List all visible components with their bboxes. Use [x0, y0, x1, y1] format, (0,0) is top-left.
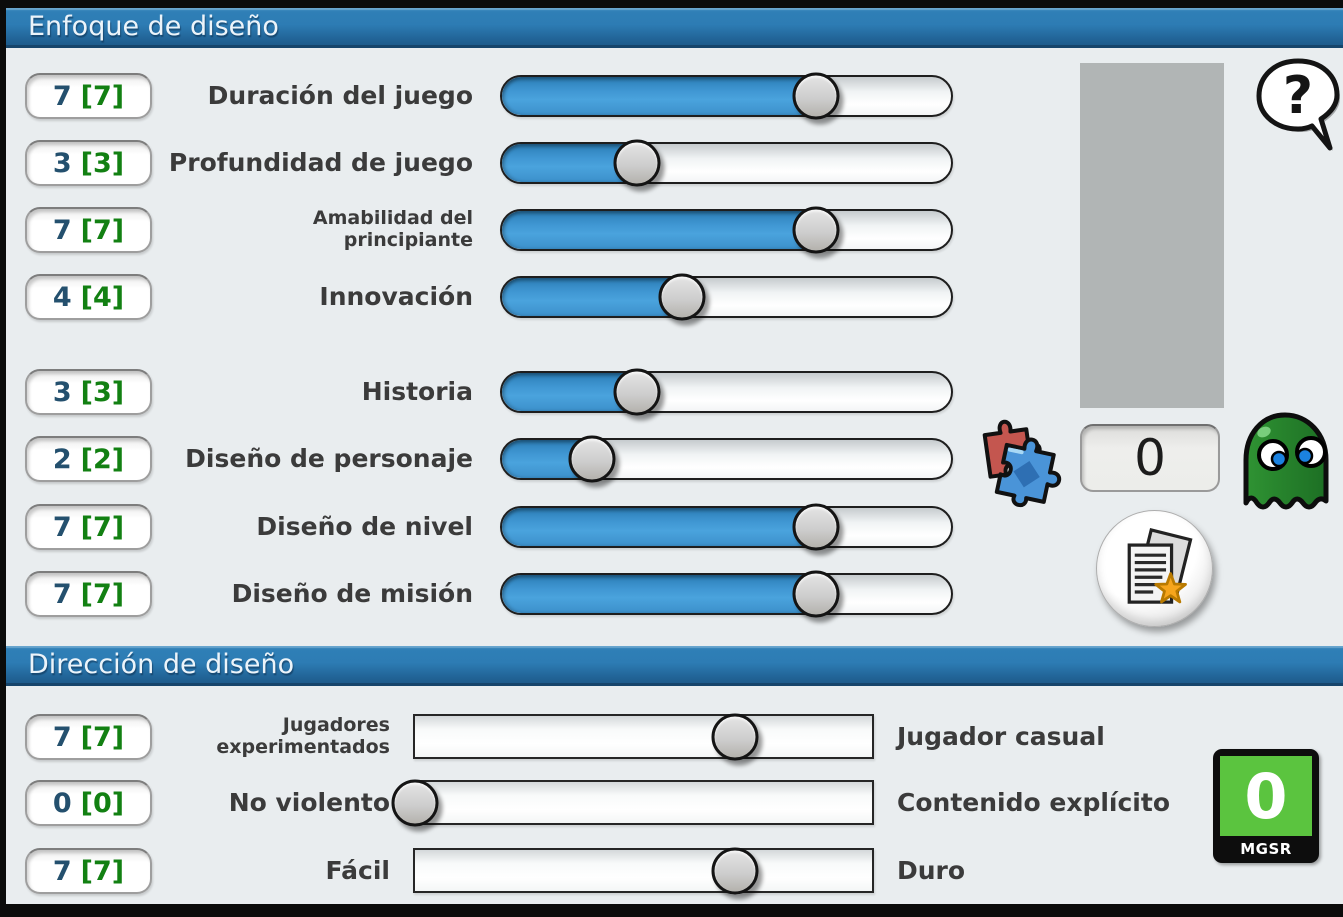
slider-duracion-del-juego[interactable]: [500, 72, 953, 120]
row-label-amabilidad-del-principiante: Amabilidad del principiante: [312, 207, 473, 251]
row-label-diseno-de-mision: Diseño de misión: [231, 578, 473, 608]
frame-edge-top: [0, 0, 1343, 8]
row-label-profundidad-de-juego: Profundidad de juego: [168, 147, 473, 177]
frame-edge-bottom: [0, 904, 1343, 917]
slider-tipo-de-jugador[interactable]: [413, 713, 874, 760]
value-target: [7]: [80, 578, 125, 610]
value-current: 7: [52, 214, 72, 246]
slider-historia[interactable]: [500, 368, 953, 416]
slider-diseno-de-nivel[interactable]: [500, 503, 953, 551]
value-current: 3: [52, 376, 72, 408]
slider-diseno-de-personaje[interactable]: [500, 435, 953, 483]
slider-innovacion[interactable]: [500, 273, 953, 321]
slider-dificultad[interactable]: [413, 847, 874, 894]
value-target: [7]: [80, 214, 125, 246]
section-header-design-focus: Enfoque de diseño: [6, 8, 1343, 48]
report-button[interactable]: [1096, 510, 1213, 627]
age-rating-value: 0: [1220, 756, 1312, 836]
slider-handle[interactable]: [792, 206, 840, 254]
slider-amabilidad-del-principiante[interactable]: [500, 206, 953, 254]
value-target: [7]: [80, 855, 125, 887]
slider-fill: [502, 508, 817, 546]
value-target: [2]: [80, 443, 125, 475]
slider-fill: [502, 278, 682, 316]
value-current: 7: [52, 721, 72, 753]
value-badge: 4 [4]: [25, 274, 152, 320]
age-rating-label: MGSR: [1240, 840, 1292, 858]
slider-handle[interactable]: [658, 273, 706, 321]
value-target: [4]: [80, 281, 125, 313]
slider-handle[interactable]: [568, 435, 616, 483]
value-badge: 3 [3]: [25, 369, 152, 415]
value-current: 0: [52, 787, 72, 819]
help-button[interactable]: ?: [1253, 57, 1343, 151]
value-current: 2: [52, 443, 72, 475]
row-label-innovacion: Innovación: [319, 281, 473, 311]
section-header-design-direction: Dirección de diseño: [6, 646, 1343, 686]
slider-diseno-de-mision[interactable]: [500, 570, 953, 618]
speech-bubble-icon: [1256, 58, 1340, 151]
ghost-icon: [1243, 412, 1329, 510]
slider-handle[interactable]: [792, 570, 840, 618]
star-icon: [1153, 571, 1187, 603]
slider-handle[interactable]: [792, 72, 840, 120]
row-label-duracion-del-juego: Duración del juego: [207, 80, 473, 110]
slider-handle[interactable]: [391, 779, 439, 826]
row-label-diseno-de-nivel: Diseño de nivel: [256, 511, 473, 541]
row-label-jugadores-experimentados: Jugadores experimentados: [216, 714, 390, 758]
value-target: [7]: [80, 511, 125, 543]
value-target: [7]: [80, 80, 125, 112]
preview-placeholder: [1080, 63, 1224, 408]
row-label-facil: Fácil: [325, 855, 390, 885]
section-title: Dirección de diseño: [28, 649, 295, 680]
value-current: 7: [52, 855, 72, 887]
slider-fill: [502, 211, 817, 249]
row-label-duro: Duro: [897, 855, 966, 885]
slider-handle[interactable]: [613, 368, 661, 416]
puzzle-icon: [982, 419, 1062, 508]
value-badge: 7 [7]: [25, 714, 152, 760]
question-mark-icon: ?: [1283, 66, 1313, 126]
slider-fill: [502, 77, 817, 115]
value-target: [0]: [80, 787, 125, 819]
value-badge: 7 [7]: [25, 73, 152, 119]
value-badge: 2 [2]: [25, 436, 152, 482]
value-current: 7: [52, 80, 72, 112]
documents-star-icon: [1127, 527, 1192, 604]
value-current: 3: [52, 147, 72, 179]
row-label-no-violento: No violento: [228, 787, 390, 817]
frame-edge-left: [0, 0, 6, 917]
value-current: 7: [52, 511, 72, 543]
value-badge: 0 [0]: [25, 780, 152, 826]
value-badge: 7 [7]: [25, 504, 152, 550]
row-label-contenido-explicito: Contenido explícito: [897, 787, 1170, 817]
slider-violencia[interactable]: [391, 779, 874, 826]
value-target: [3]: [80, 147, 125, 179]
slider-profundidad-de-juego[interactable]: [500, 139, 953, 187]
row-label-historia: Historia: [361, 376, 473, 406]
slider-handle[interactable]: [613, 139, 661, 187]
value-badge: 7 [7]: [25, 571, 152, 617]
value-target: [7]: [80, 721, 125, 753]
row-label-diseno-de-personaje: Diseño de personaje: [185, 443, 473, 473]
slider-handle[interactable]: [792, 503, 840, 551]
row-label-jugador-casual: Jugador casual: [897, 721, 1105, 751]
value-current: 4: [52, 281, 72, 313]
points-counter-value: 0: [1134, 429, 1166, 487]
section-title: Enfoque de diseño: [28, 11, 279, 42]
value-badge: 3 [3]: [25, 140, 152, 186]
slider-handle[interactable]: [711, 713, 759, 760]
value-current: 7: [52, 578, 72, 610]
slider-handle[interactable]: [711, 847, 759, 894]
points-counter: 0: [1080, 424, 1220, 492]
age-rating-badge: 0 MGSR: [1213, 749, 1319, 863]
slider-fill: [502, 575, 817, 613]
value-badge: 7 [7]: [25, 207, 152, 253]
value-badge: 7 [7]: [25, 848, 152, 894]
value-target: [3]: [80, 376, 125, 408]
